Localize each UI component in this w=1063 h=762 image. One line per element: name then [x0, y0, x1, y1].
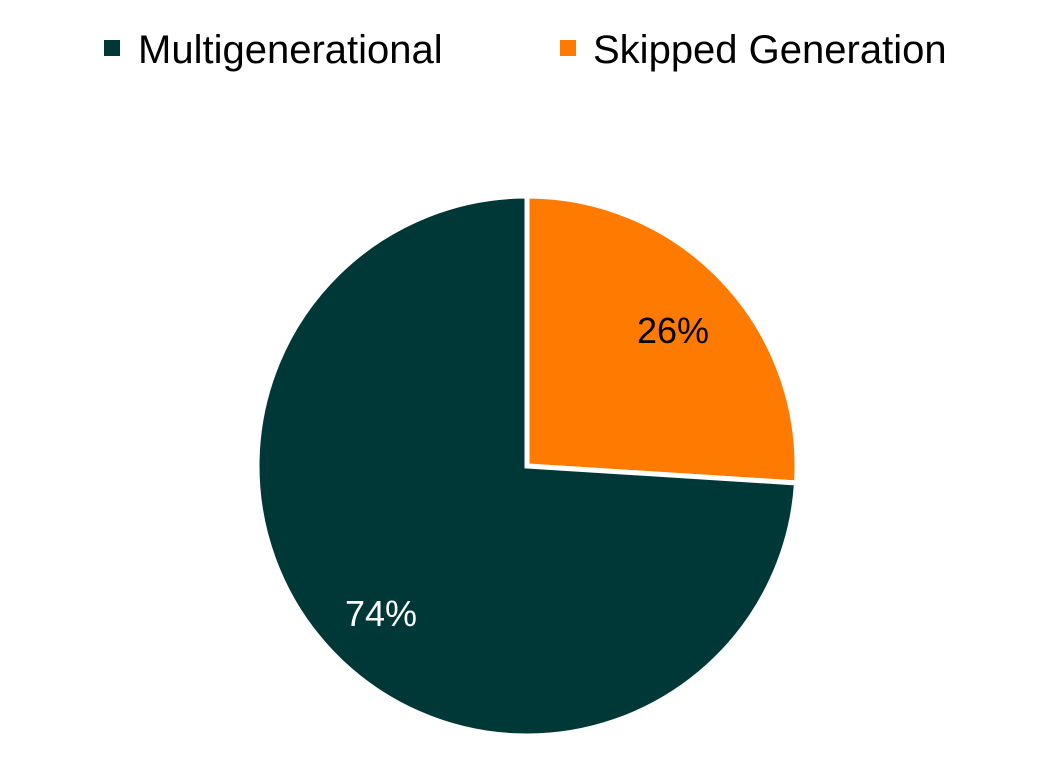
- data-label-skipped-generation: 26%: [637, 310, 709, 351]
- data-label-multigenerational: 74%: [345, 593, 417, 634]
- legend: Multigenerational Skipped Generation: [104, 28, 947, 72]
- legend-label-multigenerational: Multigenerational: [138, 28, 443, 72]
- pie-slice-skipped-generation: [524, 193, 800, 486]
- pie-slice-multigenerational: [254, 193, 800, 739]
- legend-label-skipped-generation: Skipped Generation: [593, 28, 947, 72]
- legend-swatch-skipped-generation: [560, 40, 576, 56]
- legend-swatch-multigenerational: [104, 40, 120, 56]
